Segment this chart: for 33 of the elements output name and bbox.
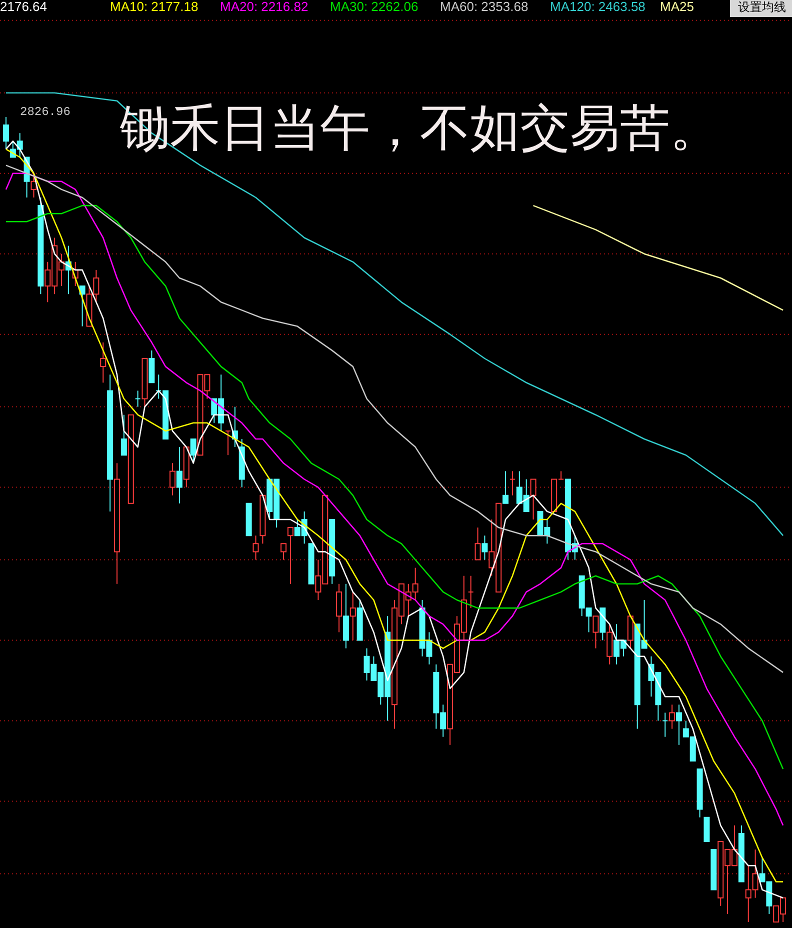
annotation: 2826.96	[20, 105, 70, 119]
text: MA20: 2216.82	[220, 0, 308, 14]
text: MA25	[660, 0, 694, 14]
candlestick	[482, 535, 488, 560]
candlestick	[134, 390, 141, 408]
text: MA10: 2177.18	[110, 0, 198, 14]
candlestick	[2, 116, 9, 150]
text: MA120: 2463.58	[550, 0, 646, 14]
candlestick	[676, 704, 682, 746]
candlestick	[669, 704, 676, 730]
candlestick	[509, 470, 516, 496]
candlestick	[280, 543, 287, 560]
candlestick	[225, 430, 232, 456]
candlestick	[120, 414, 127, 456]
candlestick	[474, 527, 481, 560]
candlestick	[502, 470, 509, 504]
text: MA30: 2262.06	[330, 0, 418, 14]
candlestick	[190, 438, 196, 464]
candlestick	[350, 591, 356, 641]
candlestick	[287, 527, 294, 584]
text: 2176.64	[0, 0, 47, 14]
text: MA60: 2353.68	[440, 0, 528, 14]
candlestick	[468, 575, 474, 609]
candlestick	[530, 478, 536, 520]
candlestick	[100, 342, 106, 384]
candlestick	[592, 616, 599, 649]
candlestick	[79, 286, 86, 327]
candlestick	[30, 172, 37, 198]
candlestick	[170, 462, 176, 496]
candlestick	[662, 712, 668, 738]
text: 设置均线	[738, 0, 786, 14]
candlestick	[252, 535, 259, 560]
candlestick	[176, 446, 182, 504]
